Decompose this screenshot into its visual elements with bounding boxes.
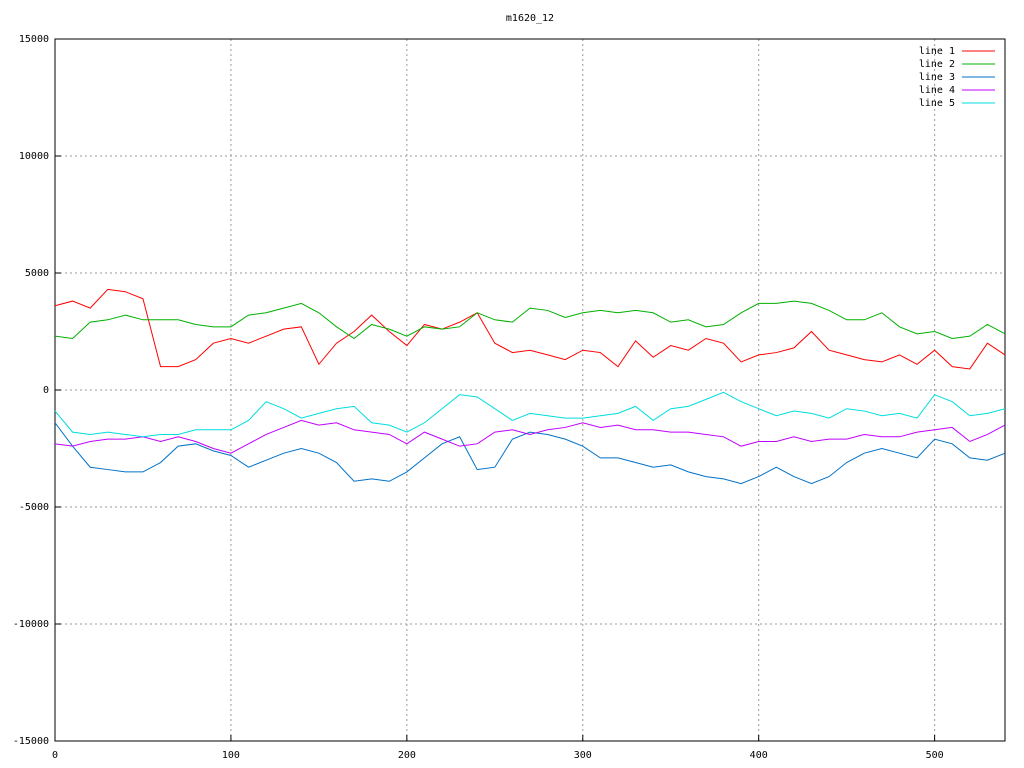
x-tick-label: 0 — [52, 750, 58, 761]
x-tick-label: 200 — [398, 750, 416, 761]
legend-label: line 1 — [919, 46, 955, 57]
legend-label: line 5 — [919, 98, 955, 109]
y-tick-label: 10000 — [19, 151, 49, 162]
y-tick-label: -5000 — [19, 502, 49, 513]
legend-label: line 2 — [919, 59, 955, 70]
y-tick-label: 5000 — [25, 268, 49, 279]
plot-frame — [54, 38, 1006, 742]
y-tick-label: -15000 — [13, 736, 49, 747]
x-tick-label: 300 — [574, 750, 592, 761]
series-line — [54, 422, 1006, 485]
chart-title: m1620_12 — [506, 13, 554, 24]
y-tick-label: 0 — [43, 385, 49, 396]
y-tick-label: 15000 — [19, 34, 49, 45]
x-tick-label: 100 — [222, 750, 240, 761]
series-line — [54, 419, 1006, 454]
x-tick-label: 500 — [926, 750, 944, 761]
legend-label: line 4 — [919, 85, 955, 96]
series-line — [54, 288, 1006, 370]
legend-label: line 3 — [919, 72, 955, 83]
series-line — [54, 300, 1006, 340]
y-tick-label: -10000 — [13, 619, 49, 630]
x-tick-label: 400 — [750, 750, 768, 761]
series-line — [54, 391, 1006, 438]
